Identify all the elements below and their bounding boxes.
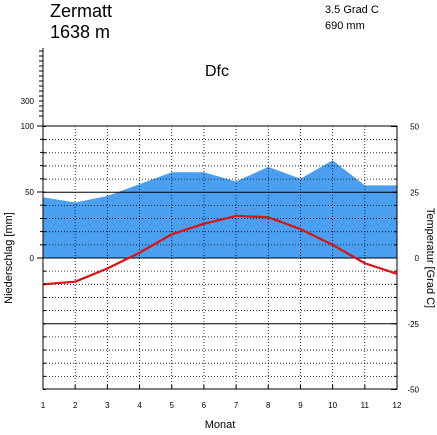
x-axis-tick-label: 4 xyxy=(137,401,142,410)
temperature-line xyxy=(42,214,398,286)
x-axis-tick-label: 9 xyxy=(298,401,303,410)
x-axis-tick-label: 6 xyxy=(202,401,207,410)
right-axis-tick-label: -50 xyxy=(407,386,419,395)
x-axis-tick-label: 7 xyxy=(234,401,239,410)
right-axis-tick-label: 25 xyxy=(410,188,419,197)
left-axis-tick-label: 300 xyxy=(21,97,35,106)
x-axis-tick-label: 8 xyxy=(266,401,271,410)
left-axis-title: Niederschlag [mm] xyxy=(3,212,15,304)
right-axis-tick-label: 50 xyxy=(410,123,419,132)
x-axis-tick-label: 3 xyxy=(105,401,110,410)
left-axis-tick-label: 0 xyxy=(30,254,35,263)
x-axis-title: Monat xyxy=(205,419,236,430)
mean-temperature-label: 3.5 Grad C xyxy=(325,4,379,16)
right-axis-tick-label: -25 xyxy=(407,320,419,329)
left-axis-tick-label: 50 xyxy=(25,188,34,197)
annual-precipitation-label: 690 mm xyxy=(325,20,365,32)
station-name: Zermatt xyxy=(50,1,112,21)
right-axis-title: Temperatur [Grad C] xyxy=(424,208,436,308)
x-axis-tick-label: 10 xyxy=(328,401,337,410)
station-elevation: 1638 m xyxy=(50,22,110,42)
x-axis-tick-label: 11 xyxy=(361,401,370,410)
climate-class-label: Dfc xyxy=(205,63,229,80)
x-axis-tick-label: 1 xyxy=(41,401,46,410)
right-axis-tick-label: 0 xyxy=(415,254,420,263)
x-axis-tick-label: 2 xyxy=(73,401,78,410)
x-axis-tick-label: 5 xyxy=(170,401,175,410)
left-axis-tick-label: 100 xyxy=(21,122,35,131)
x-axis-tick-label: 12 xyxy=(393,401,402,410)
